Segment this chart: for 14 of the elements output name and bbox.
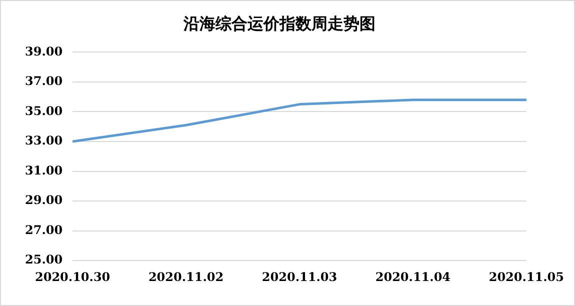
y-tick-label: 31.00: [25, 163, 63, 178]
y-tick-label: 27.00: [25, 222, 63, 237]
x-tick-label: 2020.11.05: [488, 270, 564, 284]
y-tick-label: 39.00: [25, 44, 63, 58]
chart-title: 沿海综合运价指数周走势图: [182, 14, 376, 33]
x-tick-label: 2020.11.02: [148, 270, 224, 284]
y-tick-label: 33.00: [25, 134, 63, 148]
y-tick-label: 25.00: [25, 252, 63, 267]
x-tick-label: 2020.11.03: [262, 270, 338, 284]
y-tick-label: 35.00: [25, 104, 63, 118]
y-tick-label: 29.00: [25, 193, 63, 208]
x-tick-label: 2020.11.04: [375, 270, 451, 284]
y-tick-label: 37.00: [25, 74, 63, 88]
x-tick-label: 2020.10.30: [35, 270, 110, 284]
